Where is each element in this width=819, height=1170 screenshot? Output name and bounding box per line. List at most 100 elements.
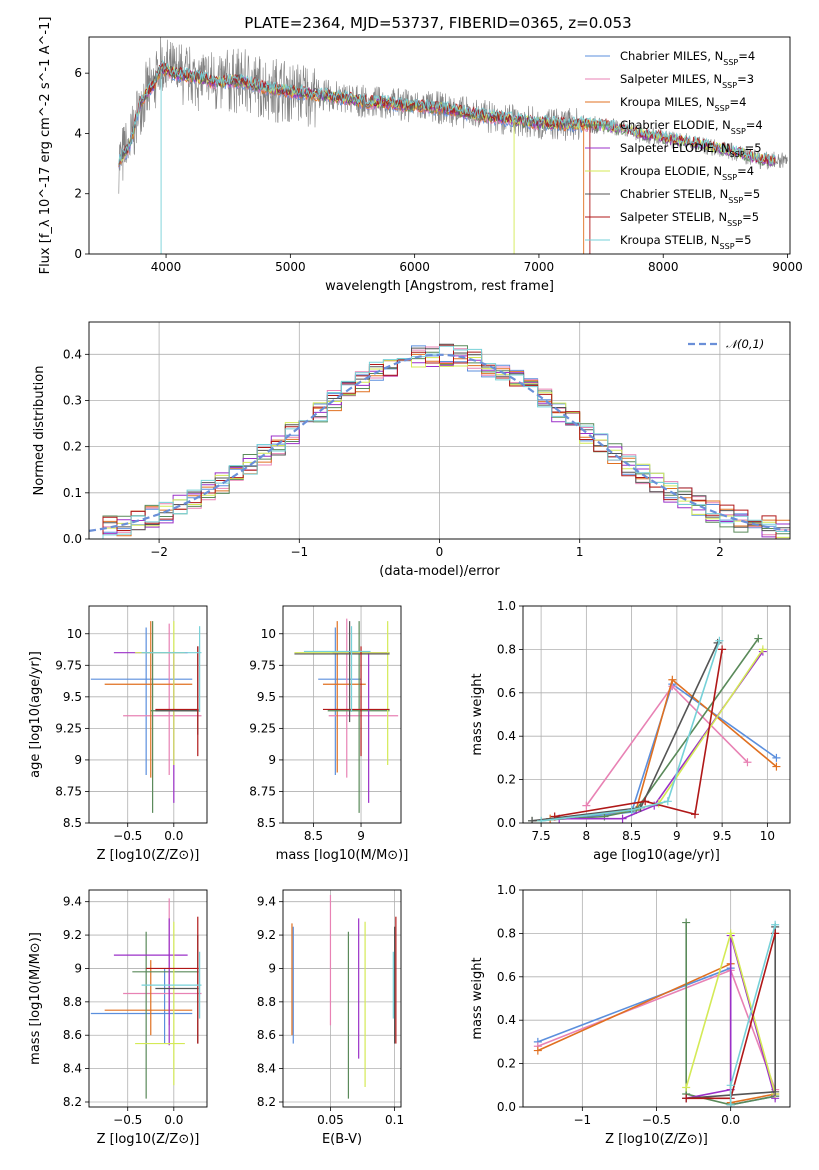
legend-label-kroupa_miles: Kroupa MILES, NSSP=4 (620, 95, 746, 113)
mass-weight-marker-kroupa_stelib (627, 805, 636, 814)
x-tick-label: −2 (150, 545, 168, 559)
y-tick-label: 9 (268, 753, 276, 767)
legend-label-salpeter_stelib: Salpeter STELIB, NSSP=5 (620, 210, 759, 228)
plot-area (89, 343, 790, 539)
y-tick-label: 4 (74, 126, 82, 140)
figure-title: PLATE=2364, MJD=53737, FIBERID=0365, z=0… (244, 14, 631, 32)
y-tick-label: 0.8 (497, 926, 516, 940)
x-tick-label: 8000 (648, 260, 679, 274)
y-axis-label: Flux [f_λ 10^-17 erg cm^-2 s^-1 A^-1] (38, 17, 53, 275)
mass-weight-marker-kroupa_elodie (682, 1083, 691, 1092)
y-axis-label: mass weight (470, 957, 485, 1039)
x-tick-label: 0.0 (164, 829, 183, 843)
y-tick-label: 8.75 (55, 784, 82, 798)
axes-frame (88, 605, 208, 824)
grid-lines (283, 890, 401, 1107)
y-tick-label: 0 (74, 247, 82, 261)
spectrum-panel: 4000 5000 6000 7000 8000 9000 0 2 4 6 wavelength [… (38, 17, 803, 294)
y-tick-label: 10 (67, 627, 82, 641)
mass-weight-marker-kroupa_miles (668, 675, 677, 684)
y-tick-label: 1.0 (497, 599, 516, 613)
y-axis-label: mass weight (470, 673, 485, 755)
x-tick-label: 7000 (524, 260, 555, 274)
mass-weight-marker-salpeter_stelib (682, 1094, 691, 1103)
x-tick-label: 8.5 (304, 829, 323, 843)
x-tick-label: 0.0 (721, 1113, 740, 1127)
mass-weight-marker-kroupa_elodie (726, 929, 735, 938)
x-tick-label: −1 (290, 545, 308, 559)
x-tick-label: 4000 (151, 260, 182, 274)
y-tick-label: 8.2 (63, 1095, 82, 1109)
y-tick-label: 9.2 (257, 928, 276, 942)
plot-area (294, 618, 399, 813)
legend-label-kroupa_stelib: Kroupa STELIB, NSSP=5 (620, 233, 751, 251)
y-tick-label: 9.5 (63, 690, 82, 704)
y-tick-label: 0.0 (497, 816, 516, 830)
y-tick-label: 8.5 (63, 816, 82, 830)
residual-histogram-panel: −2 −1 0 1 2 0.0 0.1 0.2 0.3 0.4 (data-model)/error… (32, 321, 791, 579)
massweight-vs-metallicity-panel: −1 −0.5 0.0 0.0 0.2 0.4 0.6 0.8 1.0 Z [log10(Z/Z⊙… (470, 883, 791, 1147)
y-tick-label: 0.2 (63, 440, 82, 454)
y-tick-label: 0.2 (497, 773, 516, 787)
mass-weight-marker-chabrier_stelib (528, 816, 537, 823)
plot-area (90, 898, 202, 1099)
x-tick-label: −0.5 (113, 829, 142, 843)
y-tick-label: 0.0 (63, 532, 82, 546)
y-tick-label: 10 (261, 627, 276, 641)
plot-area (118, 37, 788, 254)
y-tick-label: 9.4 (63, 895, 82, 909)
y-tick-label: 8.6 (63, 1028, 82, 1042)
x-axis-label: wavelength [Angstrom, rest frame] (325, 279, 554, 294)
grid-lines (89, 606, 207, 824)
x-tick-label: 6000 (399, 260, 430, 274)
y-tick-label: 8.4 (63, 1062, 82, 1076)
x-axis-label: (data-model)/error (379, 564, 500, 579)
y-tick-label: 2 (74, 187, 82, 201)
mass-weight-marker-kroupa_stelib (663, 797, 672, 806)
mass-weight-marker-salpeter_miles (582, 801, 591, 810)
mass-weight-marker-chabrier_elodie (682, 918, 691, 927)
spectrum-legend: Chabrier MILES, NSSP=4 Salpeter MILES, NS… (585, 49, 763, 251)
legend-label-kroupa_elodie: Kroupa ELODIE, NSSP=4 (620, 164, 754, 182)
x-tick-label: 1 (576, 545, 584, 559)
y-tick-label: 9.5 (257, 690, 276, 704)
y-tick-label: 0.0 (497, 1100, 516, 1114)
y-tick-label: 1.0 (497, 883, 516, 897)
y-tick-label: 0.8 (497, 642, 516, 656)
age-vs-metallicity-panel: −0.5 0.0 8.5 8.75 9 9.25 9.5 9.75 10 Z [log10(Z/Z… (28, 605, 208, 863)
y-tick-label: 8.5 (257, 816, 276, 830)
legend-label-salpeter_elodie: Salpeter ELODIE, NSSP=5 (620, 141, 762, 159)
grid-lines (523, 889, 790, 1108)
y-tick-label: 9 (268, 961, 276, 975)
mass-weight-marker-chabrier_stelib (771, 1087, 780, 1096)
x-tick-label: 9.5 (713, 829, 732, 843)
mass-weight-line-salpeter_elodie (686, 935, 776, 1100)
mass-weight-line-salpeter_elodie (559, 651, 764, 820)
y-tick-label: 8.8 (257, 995, 276, 1009)
y-tick-label: 0.4 (497, 1013, 516, 1027)
grid-lines (523, 605, 790, 824)
y-tick-label: 9.25 (55, 721, 82, 735)
mass-weight-line-chabrier_elodie (532, 638, 759, 822)
y-tick-label: 9 (74, 961, 82, 975)
axes-frame (88, 889, 208, 1108)
mass-weight-line-kroupa_stelib (541, 640, 721, 822)
x-tick-label: 10 (760, 829, 775, 843)
y-tick-label: 8.75 (249, 784, 276, 798)
x-tick-label: 0 (436, 545, 444, 559)
mass-weight-marker-kroupa_stelib (715, 636, 724, 645)
x-tick-label: 9 (673, 829, 681, 843)
legend-label-normal: 𝒩(0,1) (726, 337, 764, 351)
y-tick-label: 8.6 (257, 1028, 276, 1042)
massweight-vs-age-panel: 7.5 8 8.5 9 9.5 10 0.0 0.2 0.4 0.6 0.8 1.0 age [log1… (470, 599, 791, 863)
y-tick-label: 0.6 (497, 970, 516, 984)
legend-label-chabrier_elodie: Chabrier ELODIE, NSSP=4 (620, 118, 763, 136)
mass-weight-marker-kroupa_stelib (726, 1100, 735, 1107)
normal-distribution-curve (89, 353, 788, 532)
x-axis-label: Z [log10(Z/Z⊙)] (97, 1132, 200, 1147)
age-vs-mass-panel: 8.5 9 8.5 8.75 9 9.25 9.5 9.75 10 mass [log10(M/M… (249, 605, 408, 863)
plot-area (533, 918, 780, 1107)
y-axis-label: Normed distribution (32, 366, 47, 496)
y-tick-label: 0.4 (497, 729, 516, 743)
y-axis-label: age [log10(age/yr)] (28, 651, 43, 778)
